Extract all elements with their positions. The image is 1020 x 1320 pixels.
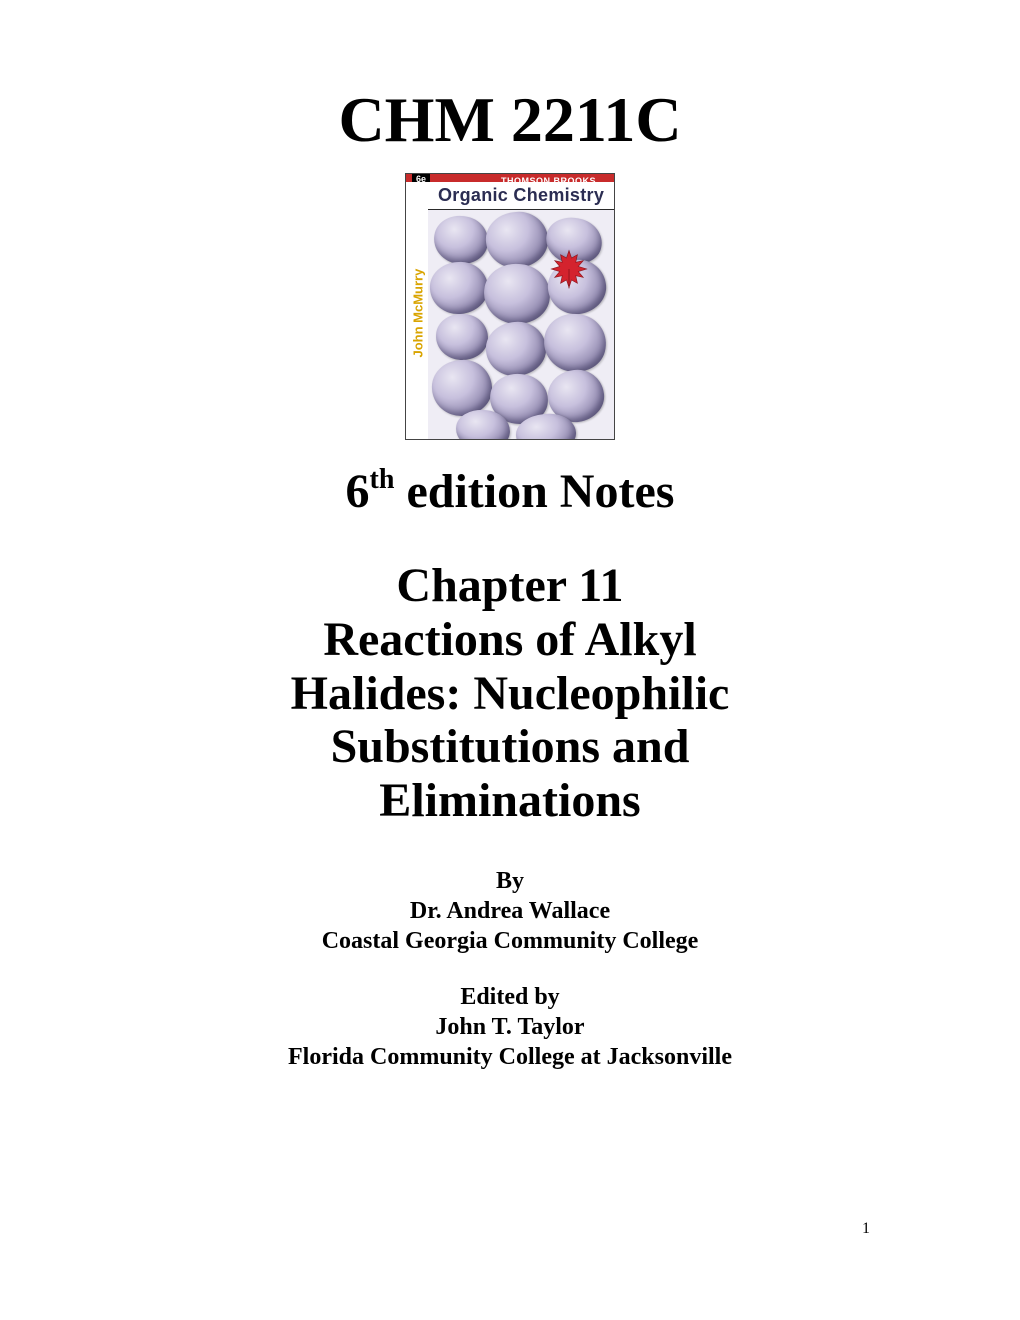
edition-rest: edition Notes xyxy=(394,465,674,518)
pebble-shape xyxy=(435,313,489,362)
chapter-title-line: Substitutions and xyxy=(0,720,1020,774)
cover-title-strip: Organic Chemistry xyxy=(428,182,614,210)
cover-title-text: Organic Chemistry xyxy=(438,185,604,206)
chapter-title-line: Eliminations xyxy=(0,774,1020,828)
edited-by-label: Edited by xyxy=(0,982,1020,1012)
edition-heading: 6th edition Notes xyxy=(0,466,1020,519)
editor-block: Edited by John T. Taylor Florida Communi… xyxy=(0,982,1020,1072)
textbook-cover-image: 6e THOMSON BROOKS John McMurry Organic C… xyxy=(405,173,615,440)
pebble-shape xyxy=(482,262,553,328)
edition-number: 6 xyxy=(346,465,370,518)
chapter-title: Chapter 11Reactions of AlkylHalides: Nuc… xyxy=(0,559,1020,828)
cover-frame: 6e THOMSON BROOKS John McMurry Organic C… xyxy=(405,173,615,440)
cover-author-text: John McMurry xyxy=(411,278,426,358)
pebble-shape xyxy=(483,319,549,380)
page-number: 1 xyxy=(862,1220,870,1238)
chapter-title-line: Chapter 11 xyxy=(0,559,1020,613)
maple-leaf-icon xyxy=(548,248,590,290)
pebble-shape xyxy=(540,310,610,377)
by-label: By xyxy=(0,866,1020,896)
edition-ordinal-suffix: th xyxy=(370,464,395,495)
course-code-heading: CHM 2211C xyxy=(0,85,1020,155)
author-name: Dr. Andrea Wallace xyxy=(0,896,1020,926)
chapter-title-line: Reactions of Alkyl xyxy=(0,613,1020,667)
cover-photo-area xyxy=(428,210,614,439)
author-institution: Coastal Georgia Community College xyxy=(0,926,1020,956)
editor-institution: Florida Community College at Jacksonvill… xyxy=(0,1042,1020,1072)
pebble-shape xyxy=(483,210,551,271)
pebble-shape xyxy=(431,213,491,268)
page: CHM 2211C 6e THOMSON BROOKS John McMurry… xyxy=(0,0,1020,1320)
cover-spine: John McMurry xyxy=(406,182,429,439)
pebble-shape xyxy=(428,260,489,316)
editor-name: John T. Taylor xyxy=(0,1012,1020,1042)
chapter-title-line: Halides: Nucleophilic xyxy=(0,667,1020,721)
author-block: By Dr. Andrea Wallace Coastal Georgia Co… xyxy=(0,866,1020,956)
